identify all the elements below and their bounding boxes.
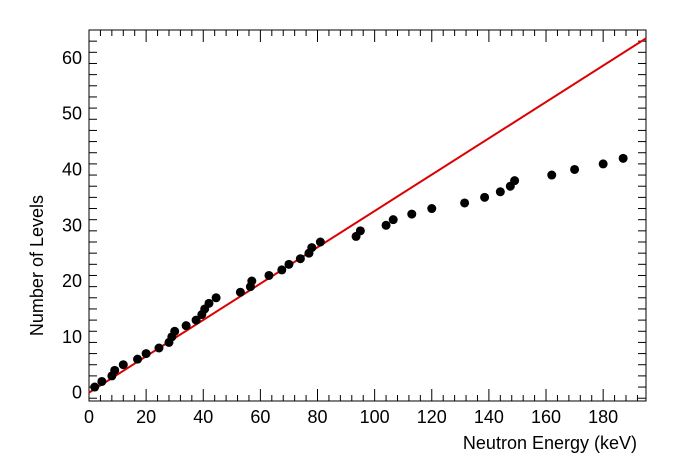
- x-tick-label: 80: [307, 407, 327, 427]
- data-point: [381, 220, 391, 230]
- y-axis-title: Number of Levels: [27, 195, 47, 336]
- data-point: [204, 298, 214, 308]
- data-point: [495, 187, 505, 197]
- fit-line-layer: [88, 37, 647, 394]
- data-point: [97, 376, 107, 386]
- x-tick-label: 180: [588, 407, 618, 427]
- plot-frame: [88, 29, 647, 402]
- data-point: [154, 343, 164, 353]
- x-tick-label: 20: [136, 407, 156, 427]
- data-point: [307, 243, 317, 253]
- y-tick-label: 20: [62, 271, 82, 291]
- data-point: [570, 164, 580, 174]
- data-point: [247, 276, 257, 286]
- x-tick-label: 140: [474, 407, 504, 427]
- data-point: [110, 365, 120, 375]
- x-tick-label: 120: [417, 407, 447, 427]
- data-point: [295, 254, 305, 264]
- data-point: [460, 198, 470, 208]
- y-tick-label: 30: [62, 215, 82, 235]
- data-point: [355, 226, 365, 236]
- x-axis-title: Neutron Energy (keV): [463, 433, 637, 453]
- data-point: [510, 176, 520, 186]
- data-point: [181, 321, 191, 331]
- y-tick-label: 60: [62, 48, 82, 68]
- data-point: [618, 153, 628, 163]
- data-point: [118, 360, 128, 370]
- x-tick-label: 0: [84, 407, 94, 427]
- x-tick-label: 100: [360, 407, 390, 427]
- data-point: [170, 326, 180, 336]
- x-tick-label: 60: [250, 407, 270, 427]
- data-point: [284, 259, 294, 269]
- x-tick-label: 160: [531, 407, 561, 427]
- data-point: [480, 192, 490, 202]
- y-tick-label: 0: [72, 383, 82, 403]
- data-point: [277, 265, 287, 275]
- data-point: [407, 209, 417, 219]
- data-point: [315, 237, 325, 247]
- data-point: [264, 270, 274, 280]
- x-tick-label: 40: [193, 407, 213, 427]
- data-point: [388, 215, 398, 225]
- data-point: [191, 315, 201, 325]
- y-tick-label: 10: [62, 327, 82, 347]
- x-axis-ticks: 0 20 40 60 80 100 120 140 160 180: [84, 30, 638, 427]
- y-tick-label: 50: [62, 104, 82, 124]
- data-point: [427, 204, 437, 214]
- y-tick-label: 40: [62, 159, 82, 179]
- data-point: [141, 349, 151, 359]
- y-axis-ticks: 0 10 20 30 40 50 60: [62, 40, 646, 403]
- data-point: [235, 287, 245, 297]
- data-point: [90, 382, 100, 392]
- data-point: [211, 293, 221, 303]
- data-point: [547, 170, 557, 180]
- data-point: [133, 354, 143, 364]
- fit-line: [88, 37, 647, 394]
- data-points: [90, 153, 628, 392]
- data-point: [598, 159, 608, 169]
